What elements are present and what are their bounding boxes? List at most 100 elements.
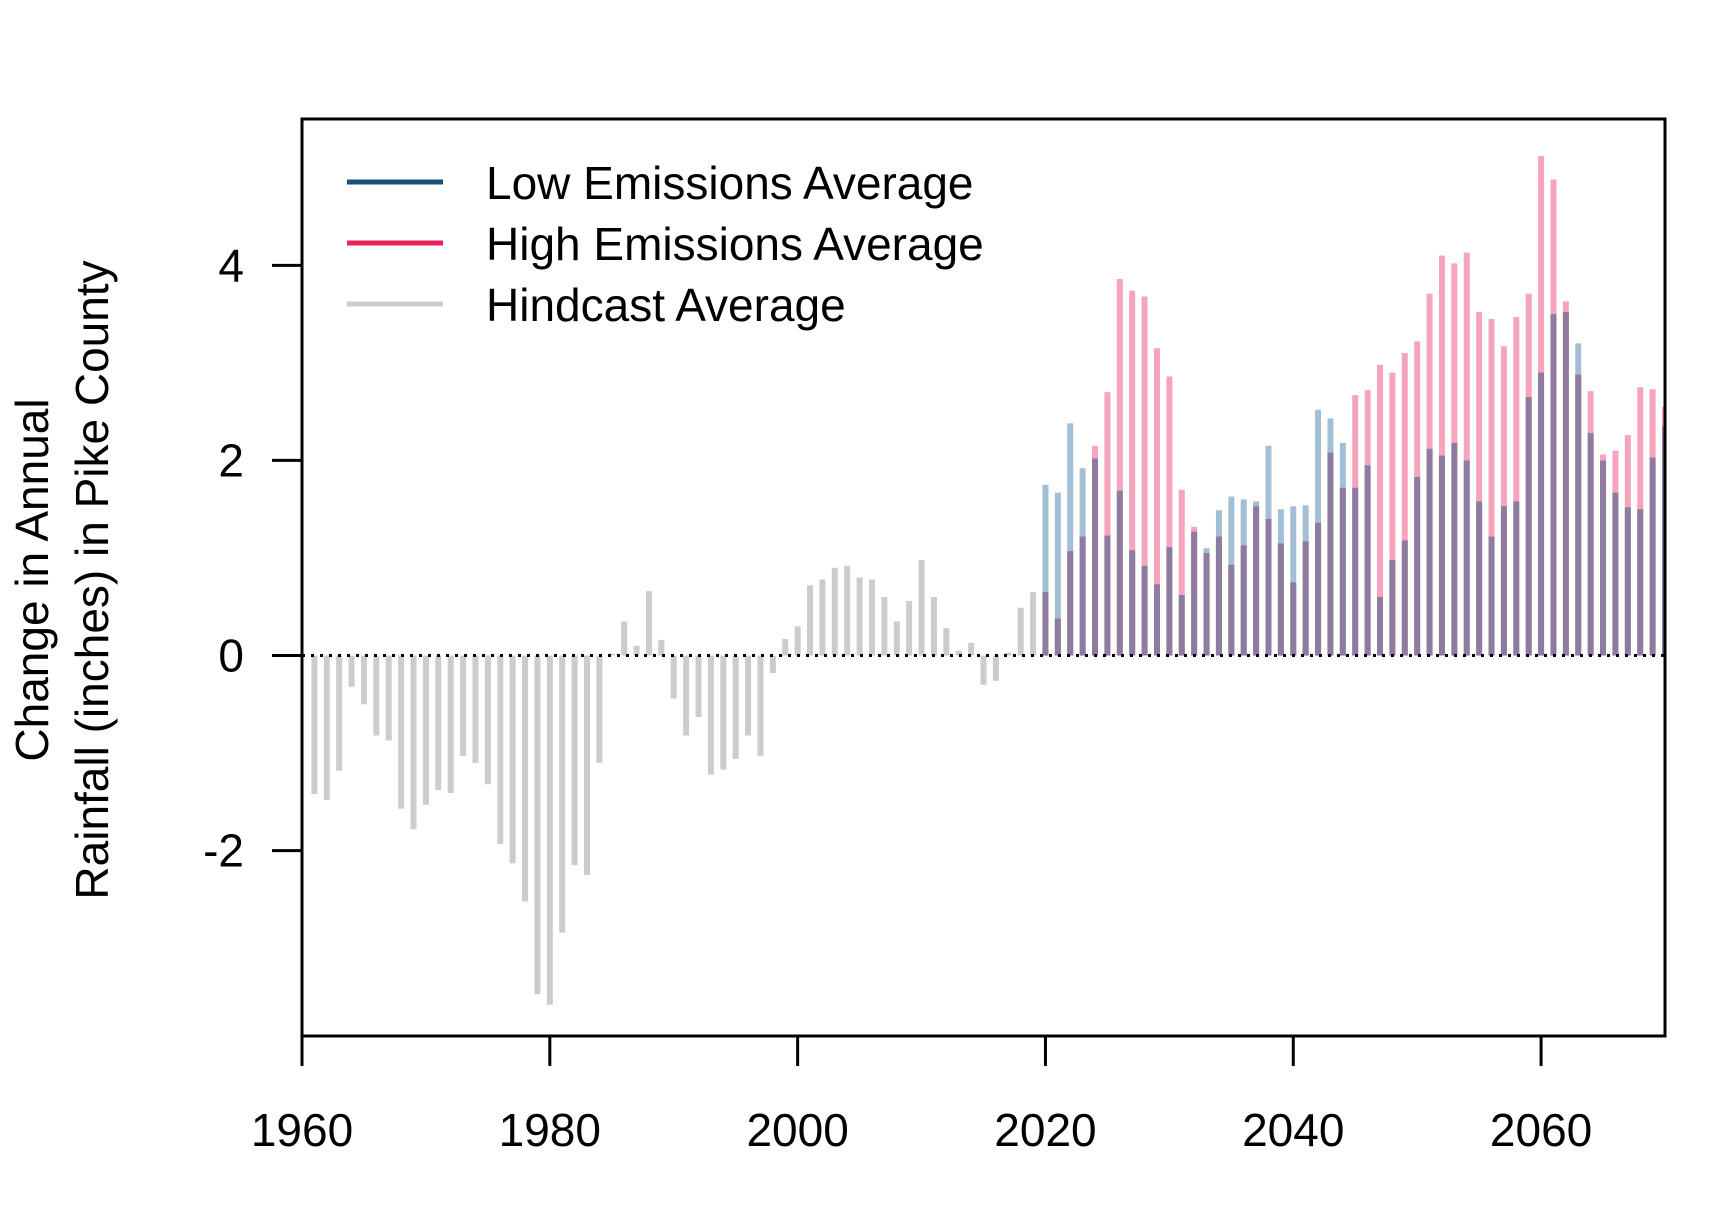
emissions-overlap-bar — [1500, 506, 1507, 656]
emissions-overlap-bar — [1253, 506, 1260, 656]
hindcast-bar — [323, 655, 330, 800]
hindcast-bar — [447, 655, 454, 794]
hindcast-bar — [658, 639, 665, 656]
emissions-overlap-bar — [1215, 536, 1222, 656]
x-tick-label: 1980 — [499, 1104, 601, 1156]
x-tick-label: 2040 — [1242, 1104, 1344, 1156]
hindcast-bar — [930, 597, 937, 656]
y-axis-title-group: Change in Annual Rainfall (inches) in Pi… — [6, 260, 118, 899]
hindcast-bar — [460, 655, 467, 757]
hindcast-bar — [707, 655, 714, 775]
hindcast-bar — [782, 638, 789, 656]
emissions-overlap-bar — [1277, 543, 1284, 656]
hindcast-bar — [881, 597, 888, 656]
y-axis-title-line-2: Rainfall (inches) in Pike County — [66, 260, 118, 899]
emissions-overlap-bar — [1178, 595, 1185, 656]
plot-frame — [300, 117, 1667, 1038]
emissions-overlap-bar — [1401, 540, 1408, 656]
hindcast-bar — [1030, 592, 1037, 656]
emissions-overlap-bar — [1637, 509, 1644, 656]
emissions-overlap-bar — [1302, 541, 1309, 656]
emissions-overlap-bar — [1587, 433, 1594, 656]
hindcast-bar — [745, 655, 752, 736]
hindcast-bar — [992, 655, 999, 681]
emissions-overlap-bar — [1612, 492, 1619, 656]
hindcast-bar — [918, 559, 925, 656]
high-emissions-bar — [1500, 346, 1507, 656]
hindcast-bar — [695, 655, 702, 718]
hindcast-bar — [509, 655, 516, 864]
hindcast-bar — [472, 655, 479, 763]
high-emissions-bar — [1166, 376, 1173, 656]
emissions-overlap-bar — [1054, 618, 1061, 656]
x-tick-label: 1960 — [251, 1104, 353, 1156]
hindcast-bar — [621, 621, 628, 656]
hindcast-bar — [422, 655, 429, 805]
low-emissions-bar — [1042, 484, 1049, 656]
emissions-overlap-bar — [1600, 460, 1607, 656]
hindcast-bar — [311, 655, 318, 795]
hindcast-bar — [906, 600, 913, 656]
hindcast-bar — [856, 577, 863, 656]
legend-label: High Emissions Average — [486, 218, 984, 270]
emissions-overlap-bar — [1525, 397, 1532, 656]
axes-layer: 1960 1980 2000 2020 2040 2060 -2 0 2 4 — [203, 117, 1667, 1156]
high-emissions-bar — [1513, 317, 1520, 656]
high-emissions-bar — [1463, 252, 1470, 656]
bars-layer — [311, 156, 1665, 1005]
emissions-overlap-bar — [1488, 536, 1495, 656]
hindcast-bar — [670, 655, 677, 699]
hindcast-bar — [893, 621, 900, 656]
emissions-overlap-bar — [1624, 507, 1631, 656]
emissions-overlap-bar — [1265, 518, 1272, 656]
hindcast-bar — [683, 655, 690, 736]
y-tick-label: -2 — [203, 825, 244, 877]
hindcast-bar — [769, 655, 776, 674]
emissions-overlap-bar — [1067, 551, 1074, 656]
hindcast-bar — [410, 655, 417, 830]
legend-label: Hindcast Average — [486, 279, 846, 331]
emissions-overlap-bar — [1141, 565, 1148, 656]
low-emissions-bar — [1290, 506, 1297, 656]
high-emissions-bar — [1476, 312, 1483, 656]
emissions-overlap-bar — [1315, 522, 1322, 656]
hindcast-bar — [868, 579, 875, 656]
emissions-overlap-bar — [1166, 547, 1173, 656]
hindcast-bar — [385, 655, 392, 741]
emissions-overlap-bar — [1104, 535, 1111, 656]
hindcast-bar — [596, 655, 603, 763]
hindcast-bar — [435, 655, 442, 791]
high-emissions-bar — [1389, 372, 1396, 656]
emissions-overlap-bar — [1550, 314, 1557, 656]
emissions-overlap-bar — [1203, 553, 1210, 656]
hindcast-bar — [559, 655, 566, 933]
hindcast-bar — [522, 655, 529, 902]
hindcast-bar — [608, 653, 615, 656]
hindcast-bar — [757, 655, 764, 757]
emissions-overlap-bar — [1364, 465, 1371, 656]
hindcast-bar — [844, 565, 851, 656]
emissions-overlap-bar — [1414, 477, 1421, 656]
emissions-overlap-bar — [1116, 490, 1123, 656]
x-tick-label: 2020 — [994, 1104, 1096, 1156]
legend-label: Low Emissions Average — [486, 157, 974, 209]
hindcast-bar — [943, 628, 950, 656]
hindcast-bar — [968, 642, 975, 656]
hindcast-bar — [348, 655, 355, 687]
hindcast-bar — [484, 655, 491, 785]
emissions-overlap-bar — [1377, 597, 1384, 656]
emissions-overlap-bar — [1451, 442, 1458, 656]
emissions-overlap-bar — [1513, 501, 1520, 656]
emissions-overlap-bar — [1129, 550, 1136, 656]
hindcast-bar — [534, 655, 541, 995]
y-axis-title-line-1: Change in Annual — [6, 398, 58, 761]
hindcast-bar — [571, 655, 578, 866]
emissions-overlap-bar — [1389, 559, 1396, 656]
emissions-overlap-bar — [1092, 458, 1099, 656]
hindcast-bar — [583, 655, 590, 876]
x-tick-label: 2000 — [746, 1104, 848, 1156]
high-emissions-bar — [1153, 348, 1160, 656]
low-emissions-bar — [1054, 492, 1061, 656]
